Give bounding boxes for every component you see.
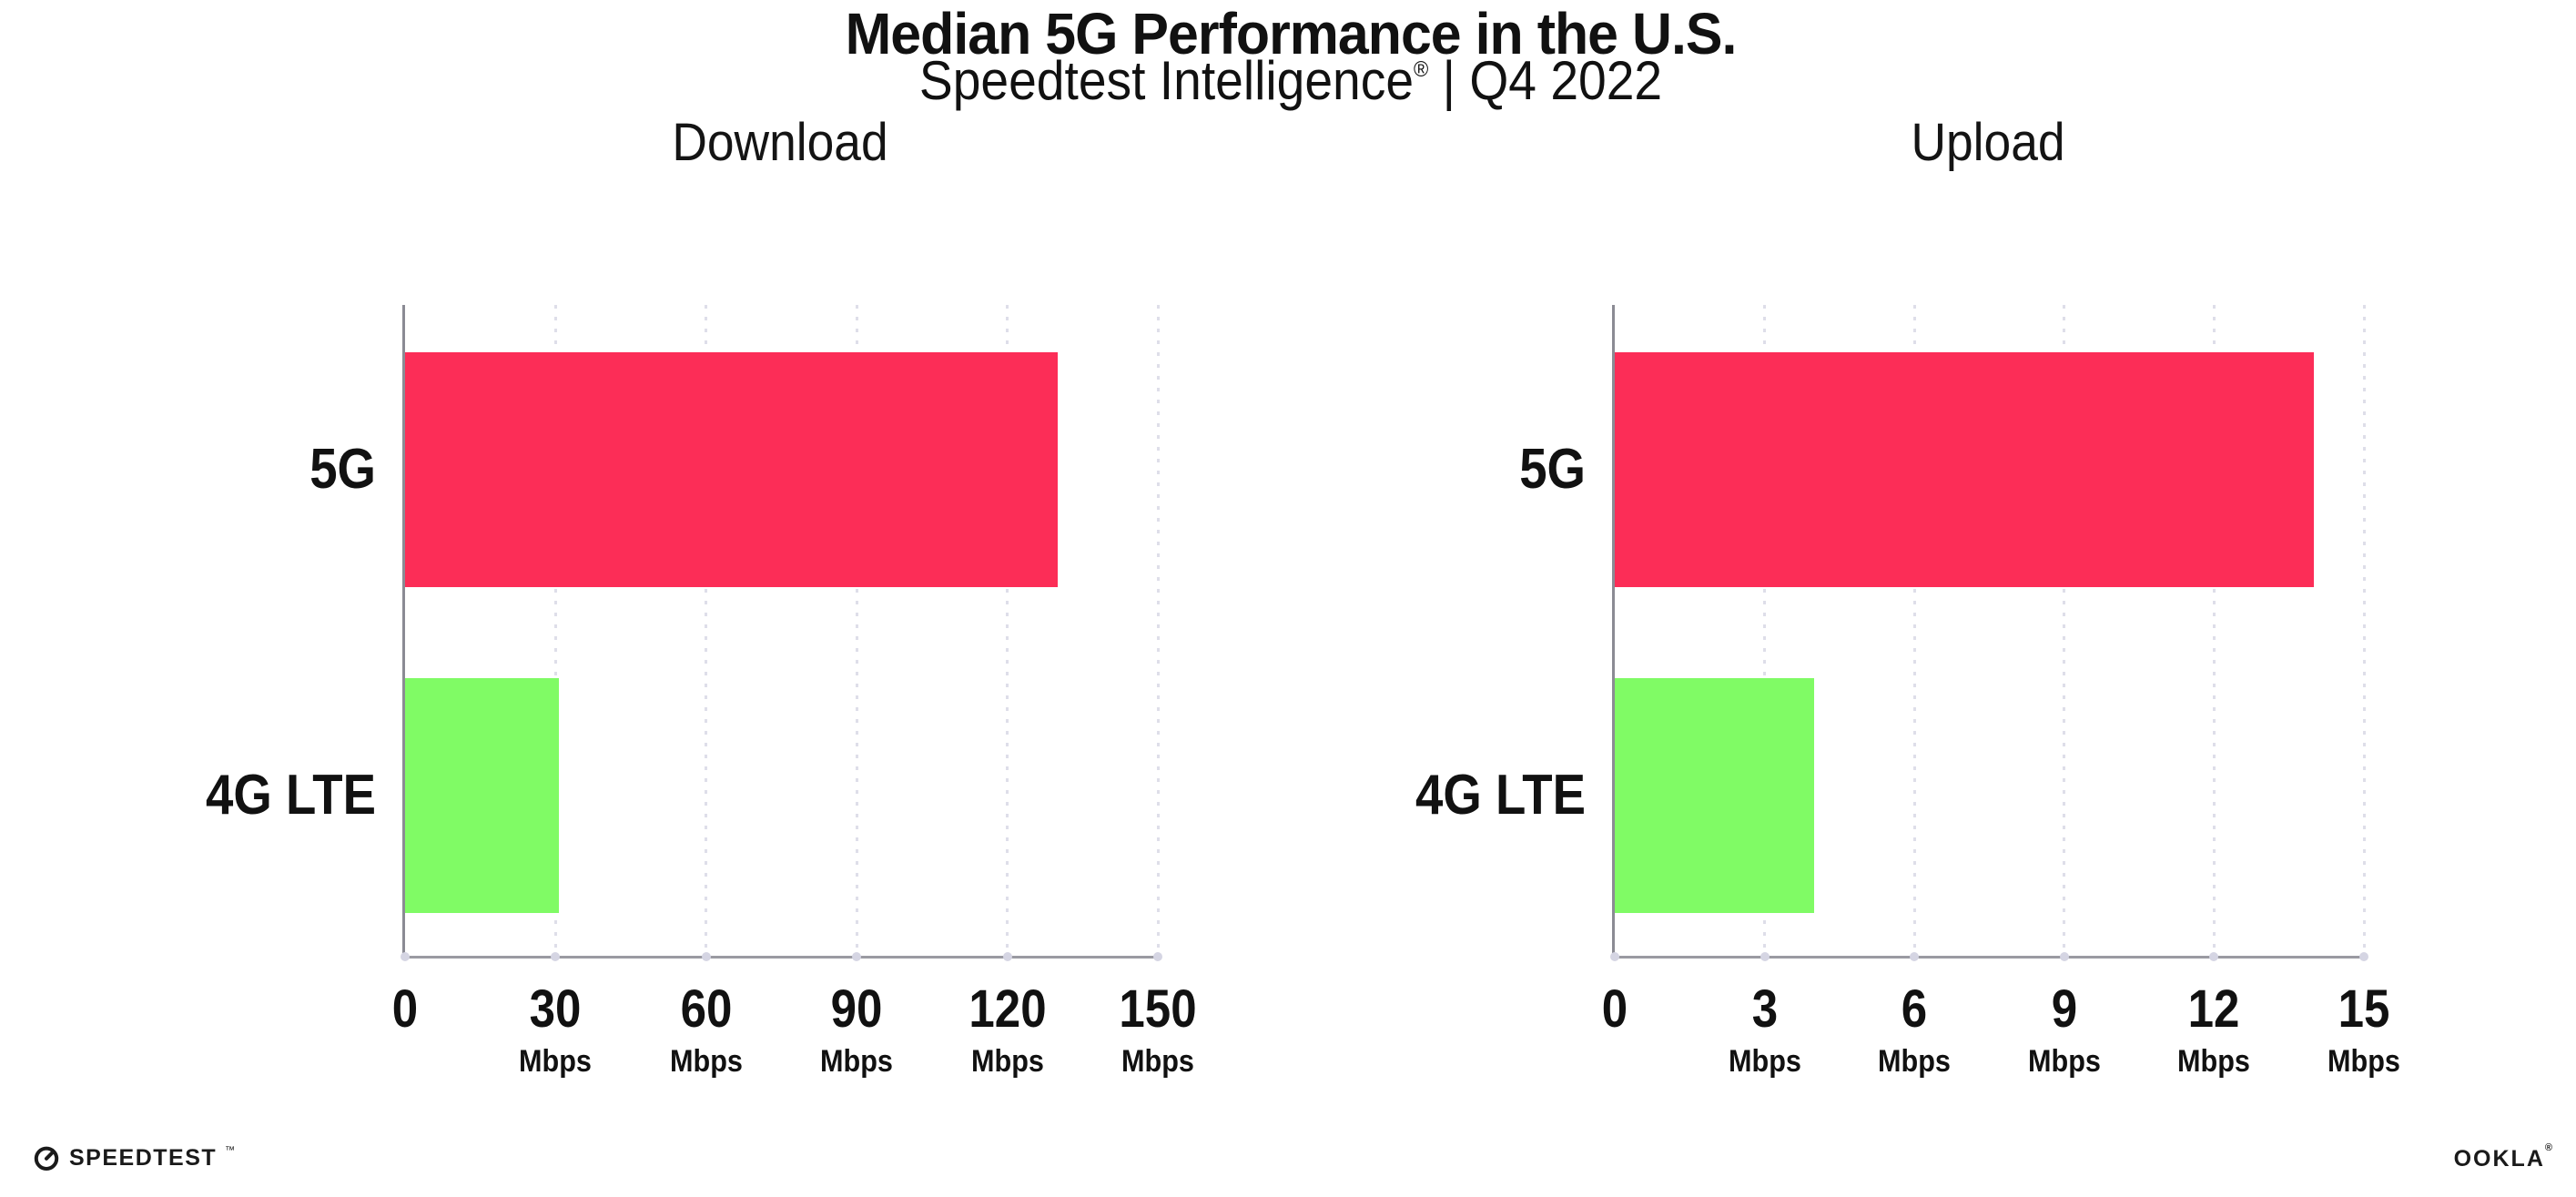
subtitle-separator: | [1442, 50, 1456, 111]
tick-dot-12 [2209, 952, 2219, 961]
tick-unit-label-9: Mbps [2027, 1044, 2101, 1079]
category-label-5g: 5G [309, 438, 376, 501]
tick-label-6: 6 [1901, 979, 1928, 1039]
tick-unit-label-120: Mbps [970, 1044, 1044, 1079]
tick-label-9: 9 [2051, 979, 2077, 1039]
tick-dot-0 [1610, 952, 1619, 961]
tick-dot-3 [1760, 952, 1770, 961]
tick-unit-label-3: Mbps [1728, 1044, 1801, 1079]
tick-dot-90 [852, 952, 862, 961]
tick-label-60: 60 [680, 979, 733, 1039]
gridline-3 [1763, 305, 1767, 956]
tick-dot-150 [1153, 952, 1162, 961]
gridline-6 [1912, 305, 1916, 956]
tick-dot-30 [551, 952, 561, 961]
tick-label-12: 12 [2188, 979, 2240, 1039]
page-subtitle: Speedtest Intelligence® | Q4 2022 [919, 49, 1662, 112]
tick-unit-label-60: Mbps [669, 1044, 743, 1079]
tick-unit-label-12: Mbps [2177, 1044, 2251, 1079]
gridline-120 [1006, 305, 1009, 956]
chart-title-download: Download [672, 113, 888, 172]
tick-label-15: 15 [2338, 979, 2390, 1039]
subtitle-brand: Speedtest Intelligence [918, 50, 1415, 111]
subtitle-period: Q4 2022 [1469, 50, 1663, 111]
registered-mark: ® [1414, 57, 1429, 82]
gridline-30 [553, 305, 557, 956]
tick-unit-label-90: Mbps [820, 1044, 894, 1079]
speedtest-trademark: ™ [225, 1145, 236, 1156]
ookla-logo: OOKLA® [2453, 1142, 2552, 1172]
tick-label-90: 90 [830, 979, 883, 1039]
gridline-12 [2212, 305, 2216, 956]
ookla-registered-mark: ® [2544, 1141, 2552, 1153]
gridline-60 [705, 305, 708, 956]
tick-label-0: 0 [1601, 979, 1628, 1039]
chart-title-upload: Upload [1911, 113, 2065, 172]
tick-dot-60 [701, 952, 711, 961]
gridline-15 [2362, 305, 2366, 956]
download-chart: Download 0 30 Mbps 60 Mbps 90 Mbps 120 Mbps 150 Mb… [206, 113, 1197, 1079]
bar-4g-lte [405, 678, 559, 913]
page-title: Median 5G Performance in the U.S. [845, 1, 1738, 66]
upload-chart: Upload 0 3 Mbps 6 Mbps 9 Mbps 12 Mbps 15 Mbps 5G 4G … [1415, 113, 2400, 1079]
gridline-150 [1156, 305, 1160, 956]
bar-5g [1615, 352, 2315, 587]
ookla-wordmark: OOKLA [2453, 1146, 2545, 1172]
gridline-9 [2063, 305, 2066, 956]
tick-label-150: 150 [1119, 979, 1197, 1039]
tick-dot-120 [1002, 952, 1012, 961]
tick-unit-label-30: Mbps [519, 1044, 593, 1079]
tick-label-30: 30 [530, 979, 582, 1039]
speedtest-logo: SPEEDTEST ™ [32, 1143, 235, 1172]
tick-unit-label-15: Mbps [2328, 1044, 2400, 1079]
tick-unit-label-150: Mbps [1121, 1044, 1194, 1079]
category-label-5g: 5G [1519, 438, 1586, 501]
gridline-90 [855, 305, 858, 956]
tick-label-3: 3 [1751, 979, 1778, 1039]
category-label-4g-lte: 4G LTE [206, 764, 376, 827]
bar-4g-lte [1615, 678, 1815, 913]
speedtest-wordmark: SPEEDTEST [69, 1144, 218, 1171]
speedtest-gauge-icon [34, 1146, 59, 1171]
tick-unit-label-6: Mbps [1878, 1044, 1952, 1079]
tick-label-0: 0 [391, 979, 419, 1039]
upload-plot-area: 0 3 Mbps 6 Mbps 9 Mbps 12 Mbps 15 Mbps 5G 4G LTE [1415, 305, 2400, 1079]
tick-dot-6 [1910, 952, 1920, 961]
tick-dot-9 [2059, 952, 2069, 961]
tick-dot-15 [2359, 952, 2368, 961]
category-label-4g-lte: 4G LTE [1415, 764, 1586, 827]
download-plot-area: 0 30 Mbps 60 Mbps 90 Mbps 120 Mbps 150 Mbps 5G 4G LT… [206, 305, 1197, 1079]
bar-5g [405, 352, 1058, 587]
tick-label-120: 120 [969, 979, 1047, 1039]
tick-dot-0 [401, 952, 410, 961]
